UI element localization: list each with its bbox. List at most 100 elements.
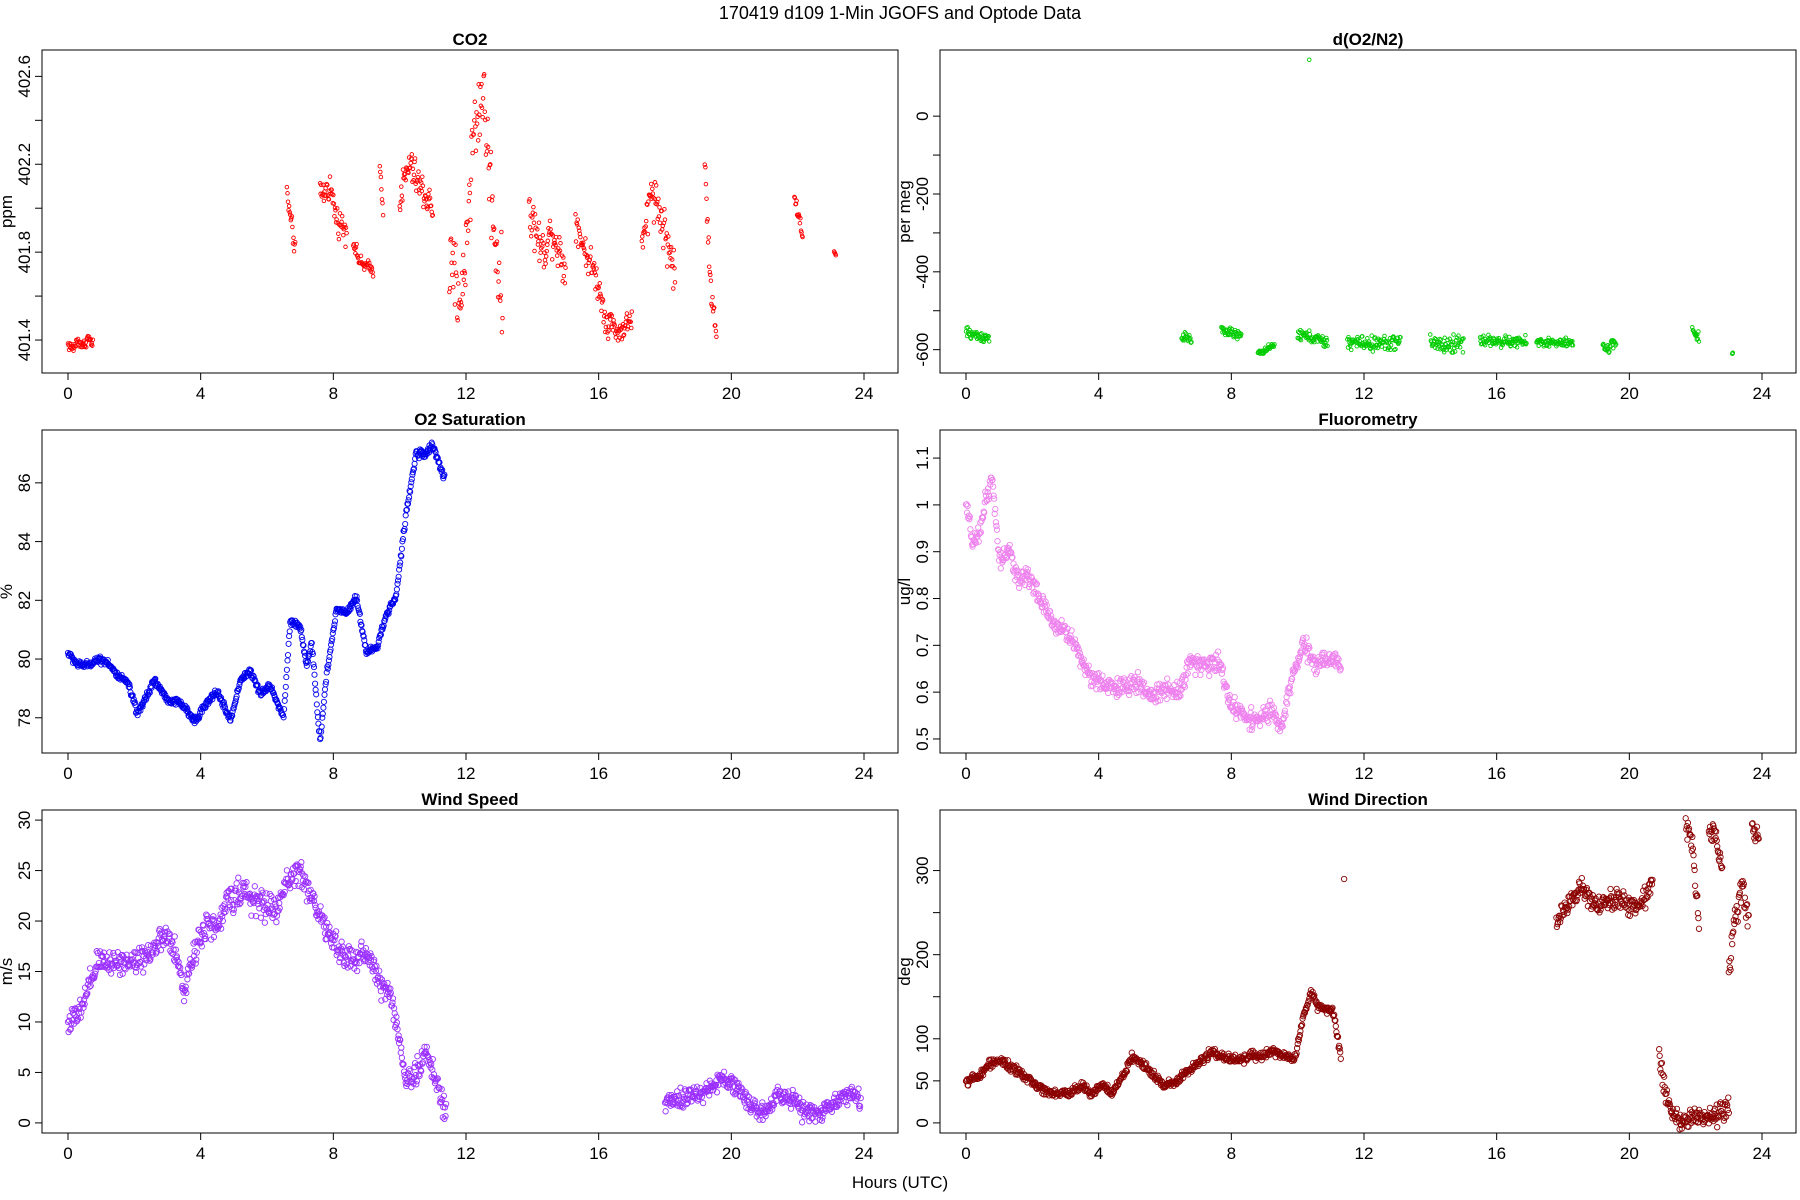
data-point [477, 132, 483, 137]
data-point [1288, 675, 1296, 683]
data-point [110, 949, 117, 957]
data-point [408, 160, 413, 166]
data-point [157, 946, 165, 954]
data-point [362, 641, 369, 649]
data-point [448, 236, 454, 241]
data-point [595, 285, 601, 291]
data-point [662, 206, 667, 212]
y-tick-label: 401.8 [15, 231, 34, 274]
y-tick-label: 78 [15, 708, 34, 727]
data-point [483, 117, 488, 123]
data-point [365, 258, 371, 263]
data-point [209, 916, 216, 923]
y-tick-label: 0 [913, 111, 932, 120]
data-point [643, 224, 648, 229]
data-point [399, 193, 405, 199]
data-point [285, 199, 291, 204]
data-point [385, 610, 392, 617]
data-point [1282, 712, 1289, 719]
data-point [397, 1049, 404, 1056]
data-point [844, 1102, 851, 1109]
data-point [978, 332, 983, 337]
data-point [298, 626, 305, 633]
data-point [601, 320, 606, 325]
data-point [321, 691, 328, 698]
x-tick-label: 12 [457, 1144, 476, 1163]
data-point [464, 240, 470, 246]
data-point [1214, 648, 1222, 655]
data-point [1035, 592, 1043, 599]
data-point [80, 1004, 87, 1011]
x-tick-label: 16 [589, 384, 608, 403]
data-point [455, 318, 460, 323]
data-point [414, 1053, 421, 1060]
data-point [324, 665, 331, 672]
data-point [467, 190, 473, 196]
data-point [597, 281, 603, 286]
data-point [1068, 627, 1075, 634]
y-tick-label: 80 [15, 650, 34, 669]
data-point [1737, 899, 1745, 906]
data-point [640, 245, 646, 250]
data-point [71, 348, 76, 353]
data-point [286, 628, 293, 635]
data-point [1021, 581, 1029, 589]
data-point [1296, 656, 1303, 663]
panel-title: CO2 [453, 30, 488, 49]
data-point [1182, 676, 1189, 683]
data-point [978, 517, 985, 525]
data-point [328, 638, 335, 645]
data-point [1428, 332, 1433, 337]
data-point [664, 264, 670, 269]
data-point [1297, 650, 1305, 657]
data-point [319, 710, 326, 717]
data-point [90, 337, 96, 342]
data-point [1042, 598, 1049, 605]
plot-frame [939, 429, 1797, 754]
data-point [989, 483, 997, 490]
data-point [136, 944, 143, 952]
data-point [1206, 672, 1213, 679]
data-point [1570, 338, 1575, 344]
data-point [1295, 654, 1302, 662]
data-point [1325, 343, 1330, 349]
data-point [1441, 347, 1446, 353]
data-point [323, 669, 330, 676]
data-point [986, 492, 993, 500]
data-points [962, 474, 1344, 735]
data-point [543, 254, 549, 259]
data-point [967, 526, 974, 533]
plot-frame [939, 49, 1797, 374]
y-tick-label: 15 [15, 962, 34, 981]
data-point [396, 562, 403, 569]
data-point [117, 958, 125, 966]
data-point [395, 573, 402, 580]
data-point [460, 252, 466, 258]
data-point [295, 882, 302, 890]
data-point [702, 162, 708, 167]
data-point [1369, 333, 1374, 338]
data-point [132, 949, 139, 956]
data-point [170, 946, 177, 953]
data-point [651, 195, 656, 200]
data-point [543, 261, 548, 266]
data-point [328, 641, 335, 648]
data-point [1284, 700, 1291, 707]
x-tick-label: 20 [722, 384, 741, 403]
data-point [656, 196, 661, 201]
y-tick-label: 84 [15, 532, 34, 551]
data-point [74, 1015, 82, 1022]
data-point [81, 1000, 88, 1008]
data-point [1207, 664, 1215, 671]
y-tick-label: 0.7 [913, 634, 932, 658]
data-point [331, 618, 339, 625]
data-point [833, 252, 839, 258]
data-point [627, 313, 632, 319]
x-tick-label: 0 [63, 384, 72, 403]
data-point [1661, 1073, 1668, 1080]
data-point [182, 986, 189, 994]
data-point [580, 242, 585, 248]
